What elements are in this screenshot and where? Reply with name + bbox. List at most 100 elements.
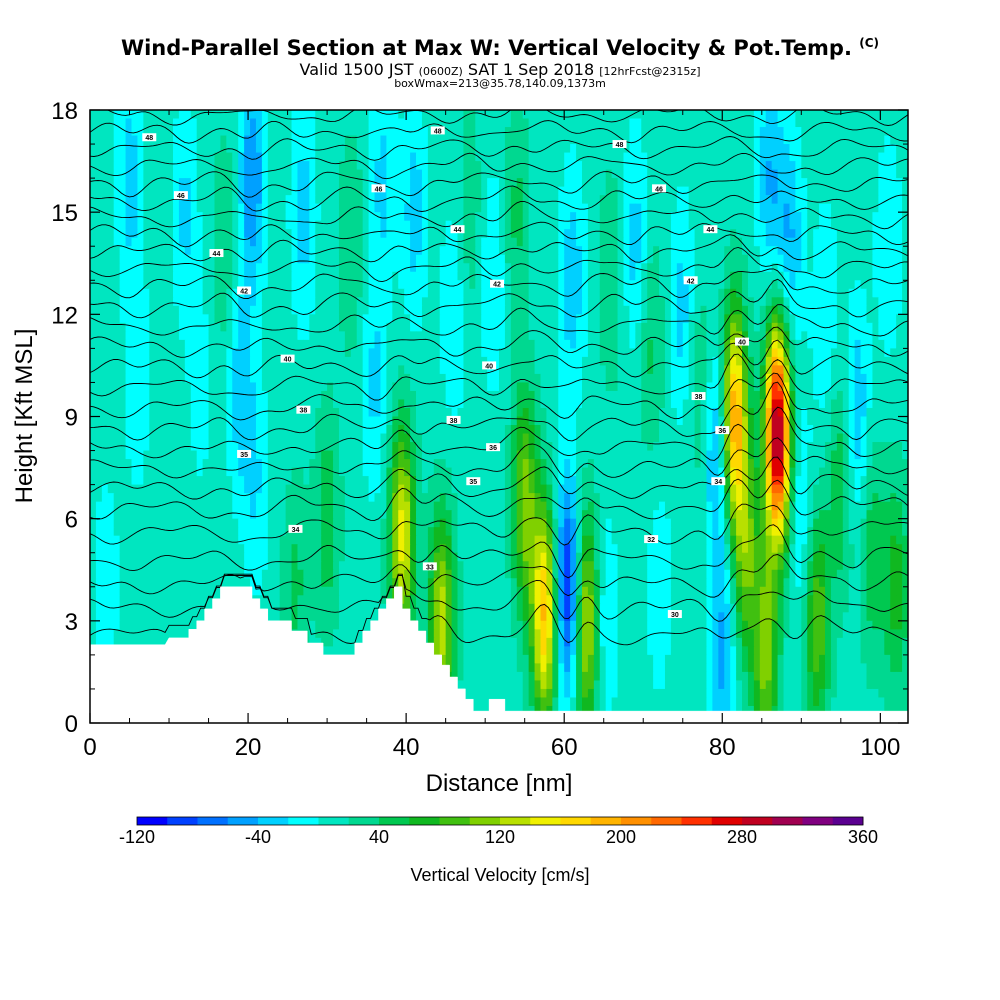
velocity-cell xyxy=(261,297,269,307)
velocity-cell xyxy=(125,271,133,281)
velocity-cell xyxy=(285,407,293,418)
velocity-cell xyxy=(813,305,820,315)
velocity-cell xyxy=(724,144,731,154)
velocity-cell xyxy=(410,186,417,196)
velocity-cell xyxy=(344,254,352,264)
velocity-cell xyxy=(629,314,636,324)
velocity-cell xyxy=(362,382,370,392)
velocity-cell xyxy=(161,203,168,213)
velocity-cell xyxy=(285,263,293,273)
velocity-cell xyxy=(107,407,115,418)
velocity-cell xyxy=(581,373,589,384)
velocity-cell xyxy=(439,271,447,281)
velocity-cell xyxy=(510,331,518,341)
velocity-cell xyxy=(617,280,625,290)
velocity-cell xyxy=(113,229,121,239)
velocity-cell xyxy=(552,144,559,154)
velocity-cell xyxy=(528,144,536,154)
velocity-cell xyxy=(190,169,198,179)
velocity-cell xyxy=(338,127,346,137)
velocity-cell xyxy=(101,297,109,307)
velocity-cell xyxy=(416,356,423,367)
velocity-cell xyxy=(884,237,891,247)
velocity-cell xyxy=(255,280,263,290)
velocity-cell xyxy=(190,212,198,222)
velocity-cell xyxy=(540,407,548,418)
velocity-cell xyxy=(599,237,607,247)
velocity-cell xyxy=(155,373,162,384)
velocity-cell xyxy=(143,152,150,162)
velocity-cell xyxy=(421,212,429,222)
velocity-cell xyxy=(155,127,162,137)
velocity-cell xyxy=(860,390,868,401)
velocity-cell xyxy=(321,229,328,239)
velocity-cell xyxy=(676,390,684,401)
velocity-cell xyxy=(250,322,257,332)
velocity-cell xyxy=(552,305,559,315)
velocity-cell xyxy=(884,390,891,401)
velocity-cell xyxy=(333,263,340,273)
velocity-cell xyxy=(95,288,103,298)
velocity-cell xyxy=(747,203,755,213)
velocity-cell xyxy=(564,254,571,264)
velocity-cell xyxy=(273,186,281,196)
velocity-cell xyxy=(576,382,583,392)
velocity-cell xyxy=(736,186,743,196)
velocity-cell xyxy=(113,365,121,375)
velocity-cell xyxy=(878,399,885,409)
velocity-cell xyxy=(190,288,198,298)
velocity-cell xyxy=(807,220,814,230)
velocity-cell xyxy=(593,135,601,145)
velocity-cell xyxy=(599,220,607,230)
velocity-cell xyxy=(611,118,619,128)
velocity-cell xyxy=(884,305,891,315)
velocity-cell xyxy=(457,407,465,418)
velocity-cell xyxy=(753,161,761,171)
velocity-cell xyxy=(327,280,334,290)
velocity-cell xyxy=(220,373,227,384)
velocity-cell xyxy=(712,356,719,367)
velocity-cell xyxy=(273,373,281,384)
velocity-cell xyxy=(896,220,903,230)
velocity-cell xyxy=(534,127,542,137)
velocity-cell xyxy=(902,271,908,281)
velocity-cell xyxy=(730,399,737,409)
velocity-cell xyxy=(350,373,358,384)
velocity-cell xyxy=(202,237,210,247)
velocity-cell xyxy=(167,288,174,298)
velocity-cell xyxy=(421,144,429,154)
velocity-cell xyxy=(605,237,613,247)
velocity-cell xyxy=(344,271,352,281)
velocity-cell xyxy=(587,246,595,256)
velocity-cell xyxy=(309,399,316,409)
velocity-cell xyxy=(534,203,542,213)
velocity-cell xyxy=(226,297,233,307)
velocity-cell xyxy=(404,186,411,196)
velocity-cell xyxy=(676,373,684,384)
velocity-cell xyxy=(854,322,862,332)
velocity-cell xyxy=(487,254,494,264)
velocity-cell xyxy=(825,135,832,145)
velocity-cell xyxy=(184,152,192,162)
velocity-cell xyxy=(576,263,583,273)
velocity-cell xyxy=(872,356,879,367)
velocity-cell xyxy=(232,314,239,324)
velocity-cell xyxy=(611,271,619,281)
velocity-cell xyxy=(694,399,702,409)
velocity-cell xyxy=(398,331,405,341)
velocity-cell xyxy=(546,186,553,196)
velocity-cell xyxy=(771,186,779,196)
velocity-cell xyxy=(688,169,696,179)
velocity-cell xyxy=(362,127,370,137)
velocity-cell xyxy=(747,220,755,230)
velocity-cell xyxy=(884,254,891,264)
velocity-cell xyxy=(445,186,453,196)
velocity-cell xyxy=(742,297,749,307)
velocity-cell xyxy=(866,254,874,264)
velocity-cell xyxy=(599,178,607,188)
velocity-cell xyxy=(119,407,127,418)
velocity-cell xyxy=(167,416,174,426)
velocity-cell xyxy=(95,203,103,213)
velocity-cell xyxy=(338,195,346,205)
velocity-cell xyxy=(570,399,577,409)
